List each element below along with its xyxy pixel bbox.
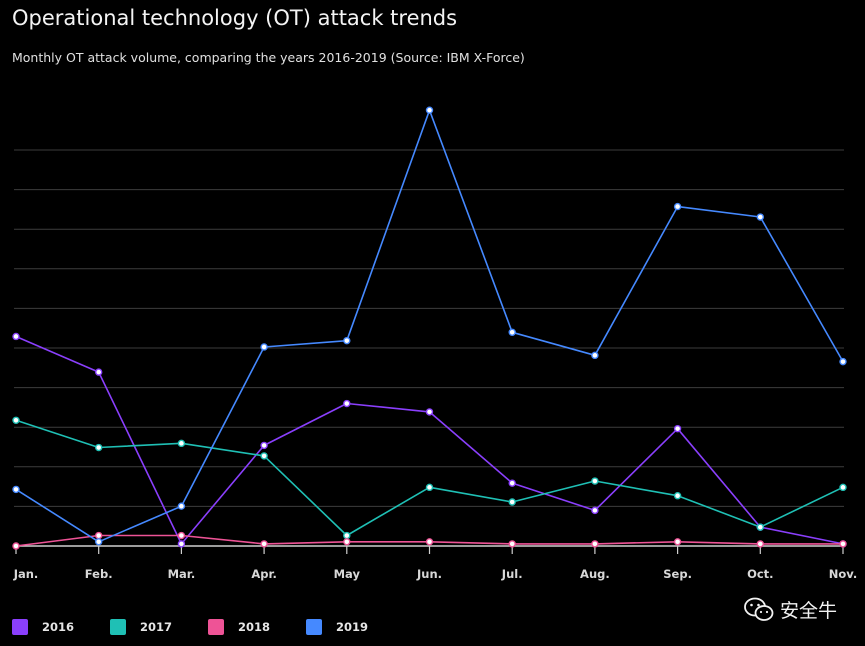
x-axis: Jan. Feb. Mar. Apr. May Jun. Jul. Aug. Sep. Oct. N… — [13, 546, 857, 581]
x-tick-label: Oct. — [747, 567, 773, 581]
data-point-2018 — [673, 538, 682, 546]
x-tick-label: Sep. — [663, 567, 692, 581]
data-point-2017 — [508, 498, 516, 506]
series-line-2016 — [15, 335, 844, 545]
data-point-2017 — [260, 452, 268, 460]
legend-swatch-2017 — [110, 619, 127, 635]
data-point-2016 — [425, 408, 434, 416]
watermark-text: 安全牛 — [779, 600, 837, 622]
data-point-2017 — [94, 443, 103, 452]
data-point-2018 — [839, 540, 847, 548]
data-point-2018 — [591, 540, 599, 548]
data-points — [12, 106, 847, 550]
data-point-2018 — [12, 542, 20, 550]
legend-label-2016: 2016 — [42, 620, 75, 634]
data-point-2016 — [12, 332, 20, 341]
wechat-icon — [744, 597, 774, 621]
data-point-2017 — [756, 523, 764, 531]
data-point-2019 — [425, 106, 434, 114]
data-point-2018 — [756, 540, 764, 548]
data-point-2019 — [839, 357, 847, 366]
data-point-2016 — [673, 424, 682, 433]
data-point-2019 — [591, 351, 599, 360]
data-point-2019 — [343, 336, 351, 345]
legend-label-2017: 2017 — [140, 620, 173, 634]
data-point-2019 — [94, 538, 103, 546]
data-point-2018 — [343, 538, 351, 546]
data-point-2018 — [94, 531, 103, 540]
data-point-2016 — [177, 540, 186, 548]
data-point-2017 — [591, 477, 599, 485]
x-tick-label: Feb. — [85, 567, 113, 581]
legend-item-2017: 2017 — [110, 619, 172, 635]
data-point-2016 — [591, 506, 599, 515]
data-point-2017 — [12, 416, 20, 424]
data-point-2019 — [12, 485, 20, 494]
legend-swatch-2019 — [306, 619, 323, 635]
x-tick-label: Nov. — [829, 567, 857, 581]
data-point-2016 — [343, 399, 351, 408]
x-tick-label: May — [334, 567, 361, 581]
data-point-2017 — [839, 483, 847, 492]
legend-label-2019: 2019 — [336, 620, 369, 634]
watermark: 安全牛 — [744, 596, 837, 623]
legend-swatch-2016 — [12, 619, 28, 635]
legend-item-2016: 2016 — [12, 619, 74, 635]
data-point-2017 — [425, 483, 434, 492]
data-point-2019 — [673, 202, 682, 211]
x-tick-label: Jul. — [501, 567, 523, 581]
data-point-2019 — [756, 213, 764, 221]
data-point-2018 — [177, 531, 186, 540]
legend-label-2018: 2018 — [238, 620, 271, 634]
data-point-2017 — [343, 531, 351, 540]
data-point-2018 — [425, 538, 434, 546]
data-point-2018 — [260, 540, 268, 548]
legend-item-2019: 2019 — [306, 619, 368, 635]
legend-item-2018: 2018 — [208, 619, 270, 635]
x-tick-label: Apr. — [251, 567, 277, 581]
x-tick-label: Jan. — [13, 567, 39, 581]
x-tick-label: Mar. — [168, 567, 196, 581]
data-point-2019 — [177, 502, 186, 510]
chart-subtitle: Monthly OT attack volume, comparing the … — [12, 50, 525, 65]
data-point-2016 — [94, 368, 103, 376]
data-point-2017 — [177, 439, 186, 448]
data-point-2019 — [508, 328, 516, 336]
series-lines — [15, 109, 844, 547]
chart-title: Operational technology (OT) attack trend… — [12, 6, 458, 30]
data-point-2018 — [508, 540, 516, 548]
data-point-2016 — [508, 479, 516, 487]
data-point-2017 — [673, 492, 682, 500]
x-tick-label: Aug. — [580, 567, 610, 581]
data-point-2019 — [260, 343, 268, 351]
data-point-2016 — [260, 441, 268, 450]
x-tick-label: Jun. — [416, 567, 442, 581]
legend-swatch-2018 — [208, 619, 225, 635]
legend: 2016 2017 2018 2019 — [12, 617, 404, 637]
